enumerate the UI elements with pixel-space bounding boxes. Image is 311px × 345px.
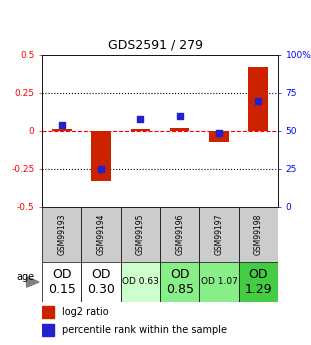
Text: GDS2591 / 279: GDS2591 / 279 (108, 38, 203, 51)
Bar (248, 67, 268, 131)
Bar (199, 262, 239, 302)
Text: OD 1.07: OD 1.07 (201, 277, 237, 286)
Text: percentile rank within the sample: percentile rank within the sample (62, 325, 227, 335)
Bar (121, 207, 160, 262)
Point (177, 113, 182, 119)
Bar (42, 207, 81, 262)
Polygon shape (26, 277, 39, 287)
Text: GSM99193: GSM99193 (57, 214, 66, 255)
Bar (91, 131, 111, 181)
Point (59, 122, 64, 128)
Text: GSM99196: GSM99196 (175, 214, 184, 255)
Text: OD
0.15: OD 0.15 (48, 268, 76, 296)
Bar (81, 207, 121, 262)
Text: GSM99198: GSM99198 (254, 214, 263, 255)
Text: OD
0.85: OD 0.85 (166, 268, 194, 296)
Bar (81, 262, 121, 302)
Text: GSM99197: GSM99197 (215, 214, 224, 255)
Bar (131, 129, 150, 131)
Bar (199, 207, 239, 262)
Bar (42, 324, 54, 336)
Bar (52, 129, 72, 131)
Bar (42, 306, 54, 318)
Bar (239, 262, 278, 302)
Bar (170, 128, 189, 131)
Text: GSM99194: GSM99194 (96, 214, 105, 255)
Point (216, 130, 221, 135)
Bar (160, 207, 199, 262)
Text: GSM99195: GSM99195 (136, 214, 145, 255)
Bar (121, 262, 160, 302)
Bar (42, 262, 81, 302)
Point (138, 116, 143, 121)
Text: OD 0.63: OD 0.63 (122, 277, 159, 286)
Text: log2 ratio: log2 ratio (62, 307, 109, 317)
Point (99, 166, 104, 172)
Text: age: age (17, 272, 35, 282)
Text: OD
0.30: OD 0.30 (87, 268, 115, 296)
Bar (239, 207, 278, 262)
Bar (209, 131, 229, 142)
Point (256, 98, 261, 104)
Bar (160, 262, 199, 302)
Text: OD
1.29: OD 1.29 (244, 268, 272, 296)
